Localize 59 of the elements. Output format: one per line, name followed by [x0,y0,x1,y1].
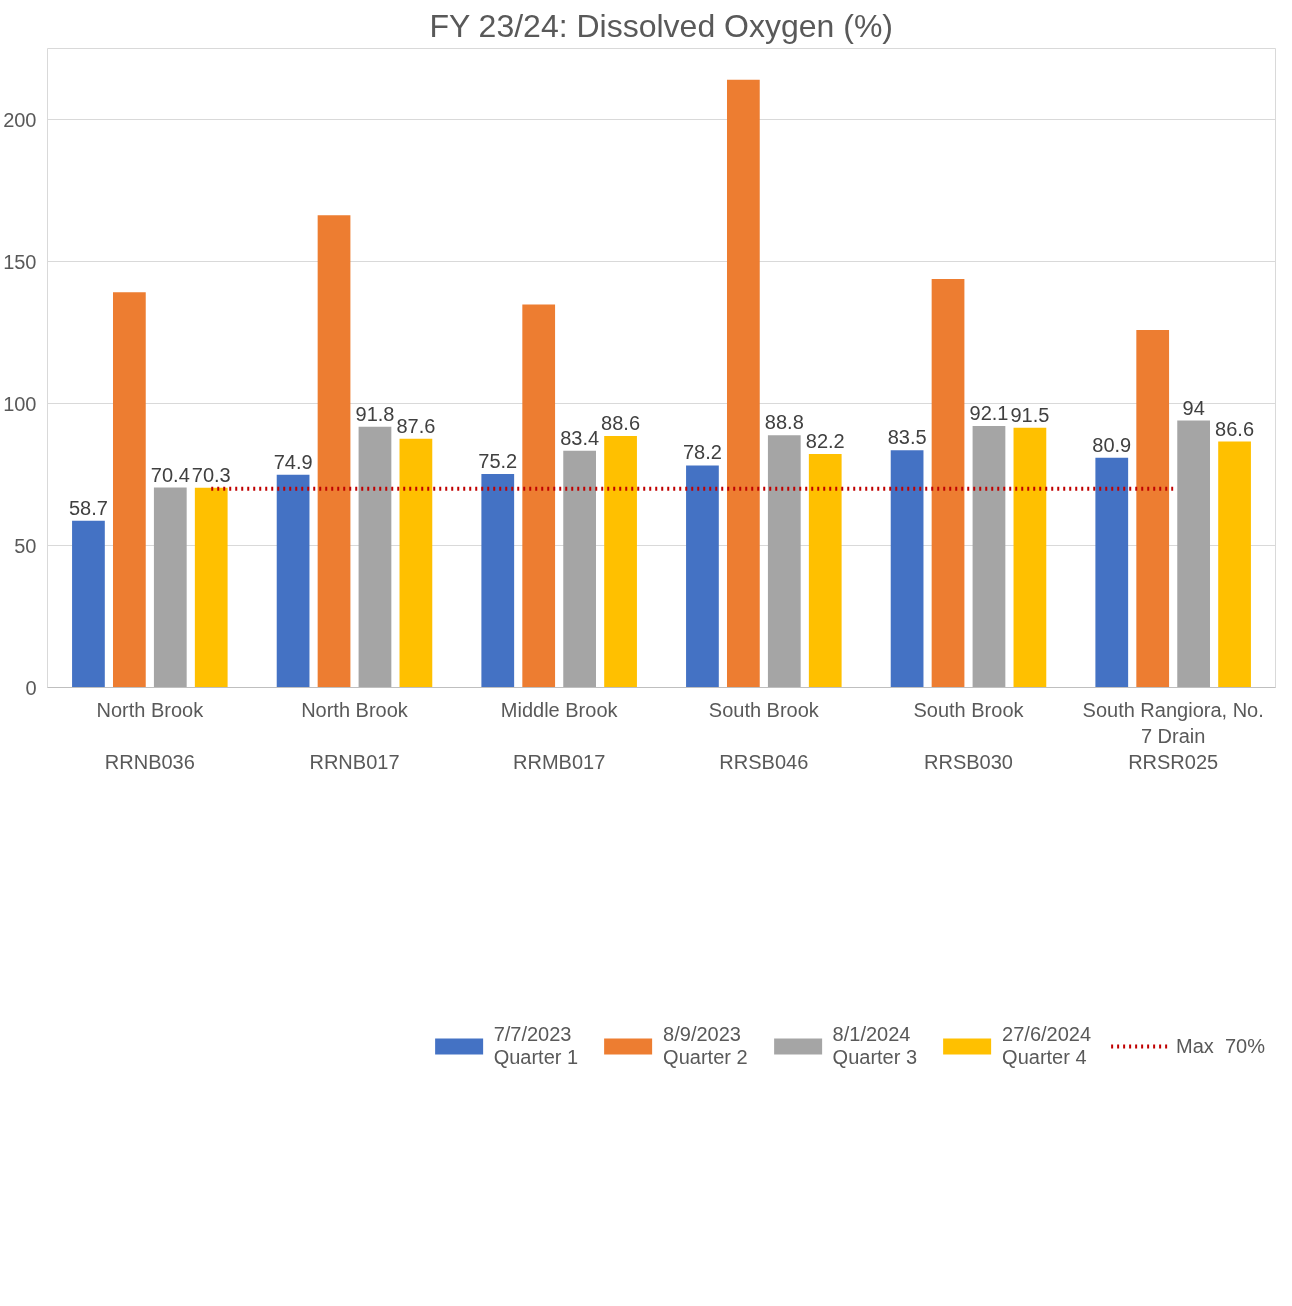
bar [276,474,310,688]
data-label: 74.9 [273,450,313,473]
legend-label: Max 70% [1176,1034,1265,1058]
bar [563,450,597,688]
bar [767,435,801,688]
bar [1177,420,1211,688]
data-label: 70.3 [191,463,231,486]
data-label: 83.5 [887,426,927,449]
data-label: 94 [1182,396,1205,419]
data-label: 80.9 [1092,433,1132,456]
y-tick-label: 50 [14,534,37,557]
category-label: South Brook RRSB030 [913,698,1024,774]
data-label: 82.2 [805,430,845,453]
bar [481,473,515,688]
bar [358,426,392,688]
category-label: North Brook RRNB017 [301,698,408,774]
data-label: 91.5 [1010,403,1050,426]
data-label: 92.1 [969,401,1009,424]
legend-label: 8/9/2023 Quarter 2 [663,1023,748,1069]
bar [1013,427,1047,688]
category-label: North Brook RRNB036 [96,698,204,774]
bar [972,425,1006,688]
data-label: 86.6 [1215,417,1255,440]
bar [399,438,433,688]
bar [1095,457,1129,688]
data-label: 78.2 [682,441,722,464]
chart-title: FY 23/24: Dissolved Oxygen (%) [429,7,894,44]
bar [317,215,351,688]
legend-label: 8/1/2024 Quarter 3 [832,1023,918,1069]
bar [808,454,842,688]
bar [890,450,924,688]
bar [726,79,760,688]
bar [686,465,719,688]
legend-label: 7/7/2023 Quarter 1 [493,1023,579,1069]
category-label: Middle Brook RRMB017 [500,698,618,774]
bar [1218,441,1251,688]
bar [72,520,105,688]
bar [194,487,228,688]
data-label: 75.2 [478,449,518,472]
legend-label: 27/6/2024 Quarter 4 [1002,1023,1092,1069]
bar [112,292,146,688]
bar [522,304,556,688]
bar [604,435,637,688]
bar [931,279,965,688]
y-tick-label: 200 [3,108,37,131]
data-label: 87.6 [396,414,436,437]
bar [1136,329,1170,688]
y-tick-label: 150 [3,250,37,273]
data-label: 83.4 [560,426,600,449]
x-tick-label: South Rangiora, No. 7 Drain RRSR025 [1082,698,1264,774]
y-tick-label: 0 [25,676,37,699]
category-label: South Brook RRSB046 [708,698,819,774]
data-label: 91.8 [355,402,395,425]
bar [153,487,187,688]
data-label: 88.6 [601,411,641,434]
data-label: 70.4 [150,463,190,486]
data-label: 88.8 [764,411,804,434]
data-label: 58.7 [68,496,108,519]
y-tick-label: 100 [3,392,37,415]
